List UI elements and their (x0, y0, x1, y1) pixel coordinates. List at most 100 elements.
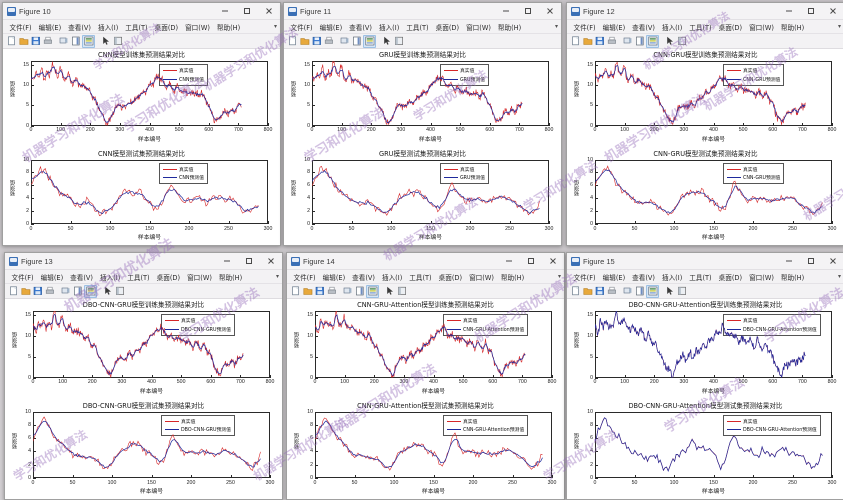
figure-window-13[interactable]: Figure 13 文件(F) 编辑(E) 查看(V) 插入(I) 工具(T) 桌面(D) 窗… (4, 252, 283, 500)
close-button[interactable] (822, 253, 843, 269)
menu-item-7[interactable]: 帮助(H) (780, 273, 805, 282)
menu-item-3[interactable]: 插入(I) (97, 23, 119, 32)
menu-item-7[interactable]: 帮助(H) (216, 23, 241, 32)
hide-plot-tools-icon[interactable] (112, 36, 123, 47)
minimize-button[interactable] (495, 3, 517, 19)
menu-item-3[interactable]: 插入(I) (381, 273, 403, 282)
edit-plot-arrow-icon[interactable] (102, 286, 113, 297)
insert-colorbar-icon[interactable] (354, 286, 365, 297)
maximize-button[interactable] (800, 253, 822, 269)
menu-item-0[interactable]: 文件(F) (290, 23, 313, 32)
minimize-button[interactable] (214, 3, 236, 19)
menu-bar[interactable]: 文件(F) 编辑(E) 查看(V) 插入(I) 工具(T) 桌面(D) 窗口(W) 帮助(H)… (5, 270, 282, 284)
figure-window-11[interactable]: Figure 11 文件(F) 编辑(E) 查看(V) 插入(I) 工具(T) 桌面(D) 窗… (283, 2, 562, 246)
open-file-icon[interactable] (582, 286, 593, 297)
new-figure-icon[interactable] (287, 36, 298, 47)
menu-item-2[interactable]: 查看(V) (70, 273, 93, 282)
print-figure-icon[interactable] (42, 36, 53, 47)
print-figure-icon[interactable] (606, 36, 617, 47)
maximize-button[interactable] (238, 253, 260, 269)
open-file-icon[interactable] (582, 36, 593, 47)
plot-legend[interactable]: 真实值 CNN预测值 (158, 64, 208, 86)
menu-overflow-icon[interactable]: ▾ (557, 274, 561, 280)
new-figure-icon[interactable] (6, 36, 17, 47)
insert-legend-icon[interactable] (646, 284, 659, 298)
hide-plot-tools-icon[interactable] (676, 286, 687, 297)
open-file-icon[interactable] (299, 36, 310, 47)
hide-plot-tools-icon[interactable] (676, 36, 687, 47)
menu-item-5[interactable]: 桌面(D) (718, 23, 743, 32)
menu-overflow-icon[interactable]: ▾ (837, 24, 841, 30)
menu-item-1[interactable]: 编辑(E) (602, 23, 626, 32)
menu-item-0[interactable]: 文件(F) (293, 273, 316, 282)
close-button[interactable] (542, 253, 564, 269)
menu-overflow-icon[interactable]: ▾ (554, 24, 558, 30)
plot-legend[interactable]: 真实值 CNN预测值 (158, 162, 208, 184)
minimize-button[interactable] (778, 253, 800, 269)
open-file-icon[interactable] (302, 286, 313, 297)
print-figure-icon[interactable] (606, 286, 617, 297)
menu-item-5[interactable]: 桌面(D) (154, 23, 179, 32)
hide-plot-tools-icon[interactable] (396, 286, 407, 297)
print-figure-icon[interactable] (323, 36, 334, 47)
menu-item-6[interactable]: 窗口(W) (749, 273, 774, 282)
plot-legend[interactable]: 真实值 GRU预测值 (439, 64, 489, 86)
link-plot-icon[interactable] (60, 286, 71, 297)
menu-item-1[interactable]: 编辑(E) (38, 23, 62, 32)
menu-item-4[interactable]: 工具(T) (409, 273, 432, 282)
menu-item-7[interactable]: 帮助(H) (218, 273, 243, 282)
title-bar[interactable]: Figure 10 (3, 3, 280, 20)
tool-bar[interactable] (284, 34, 561, 49)
open-file-icon[interactable] (18, 36, 29, 47)
link-plot-icon[interactable] (58, 36, 69, 47)
menu-overflow-icon[interactable]: ▾ (273, 24, 277, 30)
menu-item-1[interactable]: 编辑(E) (40, 273, 64, 282)
menu-bar[interactable]: 文件(F) 编辑(E) 查看(V) 插入(I) 工具(T) 桌面(D) 窗口(W) 帮助(H)… (567, 20, 843, 34)
menu-bar[interactable]: 文件(F) 编辑(E) 查看(V) 插入(I) 工具(T) 桌面(D) 窗口(W) 帮助(H)… (284, 20, 561, 34)
menu-item-0[interactable]: 文件(F) (11, 273, 34, 282)
menu-item-2[interactable]: 查看(V) (352, 273, 375, 282)
plot-legend[interactable]: 真实值 CNN-GRU-Attention预测值 (442, 414, 529, 436)
save-figure-icon[interactable] (30, 36, 41, 47)
maximize-button[interactable] (520, 253, 542, 269)
figure-window-12[interactable]: Figure 12 文件(F) 编辑(E) 查看(V) 插入(I) 工具(T) 桌面(D) 窗… (566, 2, 843, 246)
menu-item-6[interactable]: 窗口(W) (187, 273, 212, 282)
plot-legend[interactable]: 真实值 DBO-CNN-GRU预测值 (160, 414, 235, 436)
menu-item-0[interactable]: 文件(F) (573, 23, 596, 32)
edit-plot-arrow-icon[interactable] (664, 286, 675, 297)
menu-item-2[interactable]: 查看(V) (68, 23, 91, 32)
menu-item-3[interactable]: 插入(I) (378, 23, 400, 32)
menu-item-1[interactable]: 编辑(E) (602, 273, 626, 282)
insert-colorbar-icon[interactable] (634, 36, 645, 47)
menu-item-4[interactable]: 工具(T) (127, 273, 150, 282)
menu-item-7[interactable]: 帮助(H) (780, 23, 805, 32)
plot-legend[interactable]: 真实值 CNN-GRU预测值 (722, 162, 785, 184)
plot-legend[interactable]: 真实值 DBO-CNN-GRU-Attention预测值 (722, 414, 821, 436)
menu-item-7[interactable]: 帮助(H) (497, 23, 522, 32)
menu-item-3[interactable]: 插入(I) (661, 273, 683, 282)
title-bar[interactable]: Figure 12 (567, 3, 843, 20)
insert-colorbar-icon[interactable] (351, 36, 362, 47)
menu-item-4[interactable]: 工具(T) (689, 273, 712, 282)
menu-item-3[interactable]: 插入(I) (99, 273, 121, 282)
menu-item-5[interactable]: 桌面(D) (438, 273, 463, 282)
print-figure-icon[interactable] (44, 286, 55, 297)
menu-overflow-icon[interactable]: ▾ (837, 274, 841, 280)
minimize-button[interactable] (778, 3, 800, 19)
edit-plot-arrow-icon[interactable] (100, 36, 111, 47)
menu-item-2[interactable]: 查看(V) (632, 23, 655, 32)
plot-legend[interactable]: 真实值 GRU预测值 (439, 162, 489, 184)
open-file-icon[interactable] (20, 286, 31, 297)
tool-bar[interactable] (567, 284, 843, 299)
tool-bar[interactable] (567, 34, 843, 49)
menu-item-2[interactable]: 查看(V) (632, 273, 655, 282)
insert-legend-icon[interactable] (84, 284, 97, 298)
minimize-button[interactable] (498, 253, 520, 269)
menu-item-5[interactable]: 桌面(D) (156, 273, 181, 282)
save-figure-icon[interactable] (594, 286, 605, 297)
title-bar[interactable]: Figure 13 (5, 253, 282, 270)
edit-plot-arrow-icon[interactable] (381, 36, 392, 47)
menu-item-2[interactable]: 查看(V) (349, 23, 372, 32)
menu-item-3[interactable]: 插入(I) (661, 23, 683, 32)
edit-plot-arrow-icon[interactable] (384, 286, 395, 297)
